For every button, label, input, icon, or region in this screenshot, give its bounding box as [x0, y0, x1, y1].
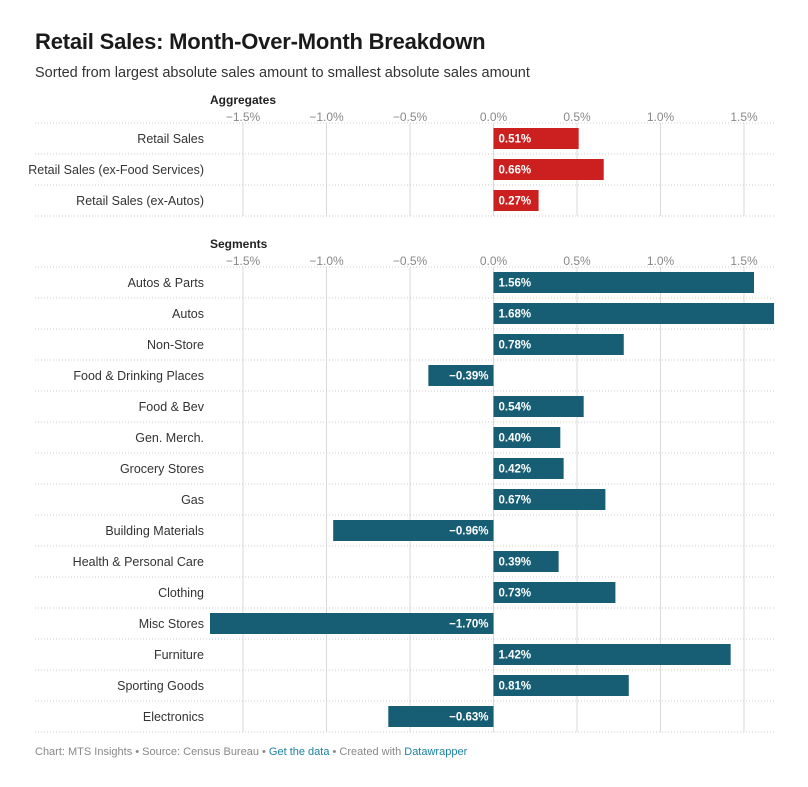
- segments-bar: [210, 613, 494, 634]
- segments-tick-label: 0.5%: [563, 254, 591, 268]
- segments-value-label: 0.81%: [499, 681, 532, 693]
- segments-category-label: Health & Personal Care: [73, 555, 204, 569]
- aggregates-tick-label: 0.5%: [563, 110, 591, 124]
- aggregates-category-label: Retail Sales (ex-Autos): [76, 194, 204, 208]
- segments-value-label: 0.73%: [499, 588, 532, 600]
- segments-value-label: 1.68%: [499, 309, 532, 321]
- segments-category-label: Food & Bev: [139, 400, 205, 414]
- segments-category-label: Furniture: [154, 648, 204, 662]
- segments-bar: [493, 396, 584, 417]
- segments-value-label: 0.42%: [499, 464, 532, 476]
- segments-value-label: 1.42%: [499, 650, 532, 662]
- segments-bar: [388, 706, 494, 727]
- aggregates-value-label: 0.27%: [499, 196, 532, 208]
- aggregates-tick-label: −0.5%: [393, 110, 428, 124]
- aggregates-bar: [493, 159, 604, 180]
- footer-created-with: • Created with: [329, 746, 405, 758]
- segments-category-label: Autos & Parts: [128, 276, 204, 290]
- aggregates-value-label: 0.66%: [499, 165, 532, 177]
- aggregates-bar: [493, 128, 579, 149]
- segments-category-label: Autos: [172, 307, 204, 321]
- aggregates-category-label: Retail Sales: [137, 132, 204, 146]
- segments-value-label: 0.54%: [499, 402, 532, 414]
- chart-footer: Chart: MTS Insights • Source: Census Bur…: [35, 746, 467, 758]
- aggregates-panel-title: Aggregates: [210, 93, 276, 107]
- aggregates-bar: [493, 190, 539, 211]
- segments-bar: [428, 365, 494, 386]
- aggregates-tick-label: 1.5%: [730, 110, 758, 124]
- aggregates-category-label: Retail Sales (ex-Food Services): [28, 163, 204, 177]
- segments-bar: [493, 489, 606, 510]
- chart-subtitle: Sorted from largest absolute sales amoun…: [35, 65, 530, 81]
- segments-bar: [493, 458, 564, 479]
- footer-credit: Chart: MTS Insights • Source: Census Bur…: [35, 746, 269, 758]
- segments-category-label: Gen. Merch.: [135, 431, 204, 445]
- segments-bar: [493, 675, 629, 696]
- segments-tick-label: −1.0%: [309, 254, 344, 268]
- segments-tick-label: 1.5%: [730, 254, 758, 268]
- segments-category-label: Misc Stores: [139, 617, 204, 631]
- aggregates-tick-label: −1.5%: [226, 110, 261, 124]
- segments-bar: [333, 520, 494, 541]
- segments-bar: [493, 334, 624, 355]
- segments-category-label: Gas: [181, 493, 204, 507]
- segments-value-label: −1.70%: [449, 619, 488, 631]
- segments-tick-label: −1.5%: [226, 254, 261, 268]
- segments-value-label: 0.40%: [499, 433, 532, 445]
- segments-bar: [493, 272, 755, 293]
- segments-category-label: Electronics: [143, 710, 204, 724]
- segments-category-label: Building Materials: [105, 524, 204, 538]
- segments-value-label: 1.56%: [499, 278, 532, 290]
- segments-value-label: −0.96%: [449, 526, 488, 538]
- segments-value-label: −0.63%: [449, 712, 488, 724]
- segments-bar: [493, 427, 561, 448]
- aggregates-tick-label: 0.0%: [480, 110, 508, 124]
- segments-category-label: Food & Drinking Places: [73, 369, 204, 383]
- aggregates-tick-label: −1.0%: [309, 110, 344, 124]
- aggregates-tick-label: 1.0%: [647, 110, 675, 124]
- segments-bar: [493, 644, 731, 665]
- get-data-link[interactable]: Get the data: [268, 746, 330, 758]
- segments-bar: [493, 551, 559, 572]
- segments-value-label: −0.39%: [449, 371, 488, 383]
- aggregates-value-label: 0.51%: [499, 134, 532, 146]
- segments-bar: [493, 303, 775, 324]
- segments-value-label: 0.67%: [499, 495, 532, 507]
- segments-category-label: Grocery Stores: [120, 462, 204, 476]
- segments-category-label: Non-Store: [147, 338, 204, 352]
- segments-category-label: Clothing: [158, 586, 204, 600]
- segments-bar: [493, 582, 616, 603]
- segments-tick-label: −0.5%: [393, 254, 428, 268]
- segments-category-label: Sporting Goods: [117, 679, 204, 693]
- segments-panel-title: Segments: [210, 237, 268, 251]
- segments-value-label: 0.78%: [499, 340, 532, 352]
- datawrapper-link[interactable]: Datawrapper: [404, 746, 468, 758]
- segments-value-label: 0.39%: [499, 557, 532, 569]
- chart-title: Retail Sales: Month-Over-Month Breakdown: [35, 29, 486, 54]
- segments-tick-label: 1.0%: [647, 254, 675, 268]
- segments-tick-label: 0.0%: [480, 254, 508, 268]
